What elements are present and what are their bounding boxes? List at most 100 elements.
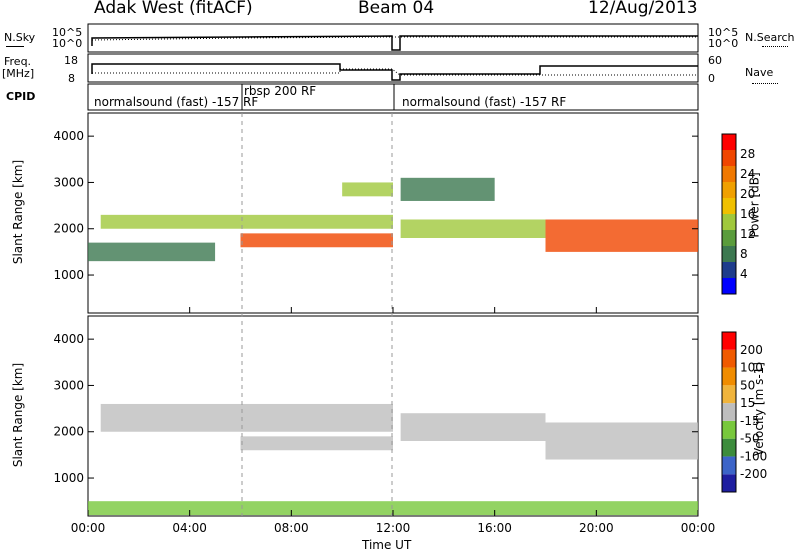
colorbar-swatch <box>722 262 736 278</box>
nsky-tick-top: 10^5 <box>52 26 83 39</box>
colorbar-tick-label: 4 <box>740 267 748 281</box>
ytick-label: 1000 <box>53 268 84 282</box>
cpid-panel-frame <box>87 83 699 111</box>
xtick-label: 20:00 <box>579 521 614 535</box>
colorbar-swatch <box>722 403 736 421</box>
colorbar-frame <box>721 331 737 493</box>
power-colorbar: 28 24 20 16 12 8 4 <box>721 133 755 295</box>
velocity-colorbar-label: Velocity [m s-1] <box>751 362 766 456</box>
velocity-colorbar: 200 100 50 15 -15 -50 -100 -200 <box>721 331 767 493</box>
power-echo-band-6 <box>545 219 698 252</box>
colorbar-swatch <box>722 150 736 166</box>
power-echo-band-4 <box>342 182 393 197</box>
freq-panel-frame <box>87 53 699 83</box>
velocity-echo-layer <box>88 403 698 516</box>
tick-layer: 4000 3000 2000 1000 4000 3000 2000 1000 00:00 04:… <box>53 129 715 535</box>
colorbar-tick-label: 100 <box>740 361 763 375</box>
colorbar-tick-label: 200 <box>740 343 763 357</box>
nsky-line-key <box>6 46 24 47</box>
xtick-label: 00:00 <box>681 521 716 535</box>
cpid-segment-2: rbsp 200 RF <box>244 84 317 98</box>
colorbar-swatch <box>722 456 736 475</box>
power-colorbar-label: Power [dB] <box>747 172 762 238</box>
nsky-trace <box>91 35 698 51</box>
colorbar-tick-label: 24 <box>740 167 755 181</box>
power-panel-frame <box>87 112 699 314</box>
colorbar-tick-label: -15 <box>740 414 760 428</box>
nsky-panel-frame <box>87 23 699 53</box>
cpid-segment-3: normalsound (fast) -157 RF <box>402 95 567 109</box>
power-ylabel: Slant Range [km] <box>11 159 26 265</box>
cpid-label: CPID <box>6 90 36 103</box>
xtick-label: 04:00 <box>172 521 207 535</box>
colorbar-swatch <box>722 246 736 262</box>
freq-tick-top: 18 <box>64 54 78 67</box>
colorbar-tick-label: 50 <box>740 378 755 392</box>
ytick-label: 1000 <box>53 471 84 485</box>
power-echo-band-5 <box>400 219 546 238</box>
xaxis-label: Time UT <box>362 538 412 552</box>
colorbar-swatch <box>722 278 736 294</box>
nsearch-tick-bottom: 10^0 <box>708 37 739 50</box>
power-echo-band-1 <box>100 214 393 229</box>
xtick-label: 00:00 <box>71 521 106 535</box>
colorbar-swatch <box>722 474 736 492</box>
velocity-echo-band-3 <box>400 413 546 441</box>
xtick-label: 16:00 <box>477 521 512 535</box>
colorbar-swatch <box>722 332 736 350</box>
nave-tick-bottom: 0 <box>708 72 715 85</box>
velocity-echo-band-2 <box>240 436 393 451</box>
colorbar-tick-label: 20 <box>740 187 755 201</box>
power-echo-band-3 <box>88 242 216 262</box>
colorbar-swatch <box>722 166 736 182</box>
nave-dot-key <box>752 83 778 84</box>
ytick-label: 4000 <box>53 332 84 346</box>
cpid-segment-1: normalsound (fast) -157 RF <box>94 95 259 109</box>
ytick-label: 3000 <box>53 378 84 392</box>
colorbar-swatch <box>722 182 736 198</box>
colorbar-swatch <box>722 214 736 230</box>
freq-trace <box>91 63 698 81</box>
xtick-label: 08:00 <box>274 521 309 535</box>
ytick-label: 2000 <box>53 425 84 439</box>
colorbar-tick-label: 15 <box>740 396 755 410</box>
colorbar-swatch <box>722 385 736 404</box>
colorbar-tick-label: 16 <box>740 207 755 221</box>
velocity-echo-band-5 <box>88 501 698 516</box>
ytick-label: 3000 <box>53 175 84 189</box>
power-echo-layer <box>88 177 698 262</box>
colorbar-tick-label: 8 <box>740 247 748 261</box>
nave-trace <box>92 68 698 76</box>
colorbar-tick-label: 12 <box>740 227 755 241</box>
nave-tick-top: 60 <box>708 54 722 67</box>
colorbar-swatch <box>722 198 736 214</box>
velocity-echo-band-4 <box>545 422 698 460</box>
nsearch-trace <box>91 36 698 41</box>
colorbar-frame <box>721 133 737 295</box>
freq-tick-bottom: 8 <box>68 72 75 85</box>
xtick-label: 12:00 <box>376 521 411 535</box>
colorbar-swatch <box>722 349 736 368</box>
colorbar-tick-label: 28 <box>740 147 755 161</box>
nave-label: Nave <box>745 66 774 79</box>
colorbar-swatch <box>722 367 736 386</box>
colorbar-swatch <box>722 438 736 457</box>
station-title: Adak West (fitACF) <box>94 0 253 18</box>
freq-unit: [MHz] <box>2 67 35 80</box>
nsearch-label: N.Search <box>745 31 795 44</box>
velocity-echo-band-1 <box>100 403 393 432</box>
power-echo-band-2 <box>240 233 393 248</box>
colorbar-tick-label: -100 <box>740 449 767 463</box>
nsearch-dot-key <box>762 46 788 47</box>
ytick-label: 2000 <box>53 222 84 236</box>
nsky-label: N.Sky <box>4 31 36 44</box>
date-title: 12/Aug/2013 <box>588 0 698 18</box>
power-echo-band-7 <box>400 177 495 201</box>
colorbar-swatch <box>722 230 736 246</box>
beam-title: Beam 04 <box>358 0 435 18</box>
colorbar-tick-label: -50 <box>740 432 760 446</box>
colorbar-swatch <box>722 420 736 439</box>
ytick-label: 4000 <box>53 129 84 143</box>
colorbar-tick-label: -200 <box>740 467 767 481</box>
